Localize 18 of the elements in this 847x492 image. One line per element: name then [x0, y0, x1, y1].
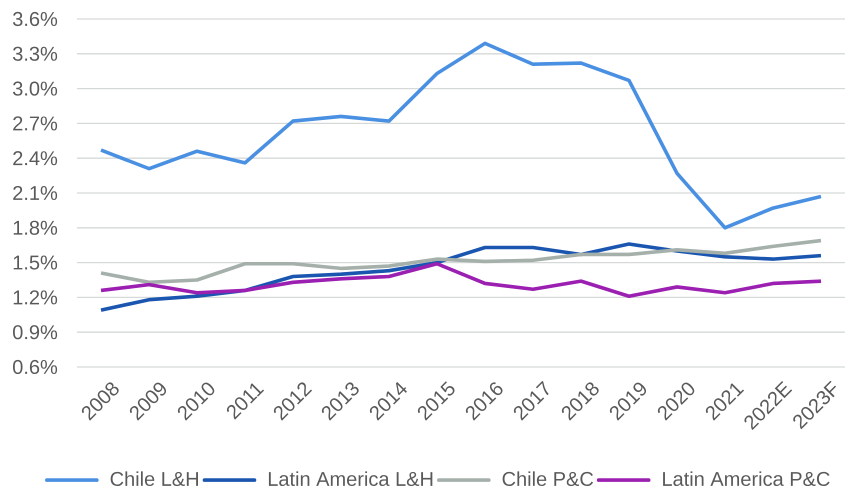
y-tick-label: 1.8% [14, 220, 58, 235]
legend-label: Latin America P&C [663, 471, 830, 486]
legend-label: Chile L&H [110, 471, 198, 486]
y-tick-label: 1.5% [14, 256, 58, 270]
y-tick-label: 3.6% [12, 12, 58, 26]
y-tick-label: 0.6% [13, 360, 58, 374]
y-tick-label: 2.4% [13, 151, 58, 166]
legend-label: Latin America L&H [268, 471, 432, 486]
line-series [99, 262, 823, 298]
y-tick-label: 2.7% [13, 116, 58, 130]
line-series [99, 238, 823, 284]
y-tick-label: 3.3% [12, 46, 58, 61]
y-tick-label: 3.0% [12, 82, 58, 96]
y-tick-label: 0.9% [13, 325, 58, 340]
line-series [99, 42, 823, 230]
y-tick-label: 2.1% [13, 186, 58, 200]
legend-label: Chile P&C [502, 471, 594, 486]
y-tick-label: 1.2% [14, 290, 58, 304]
